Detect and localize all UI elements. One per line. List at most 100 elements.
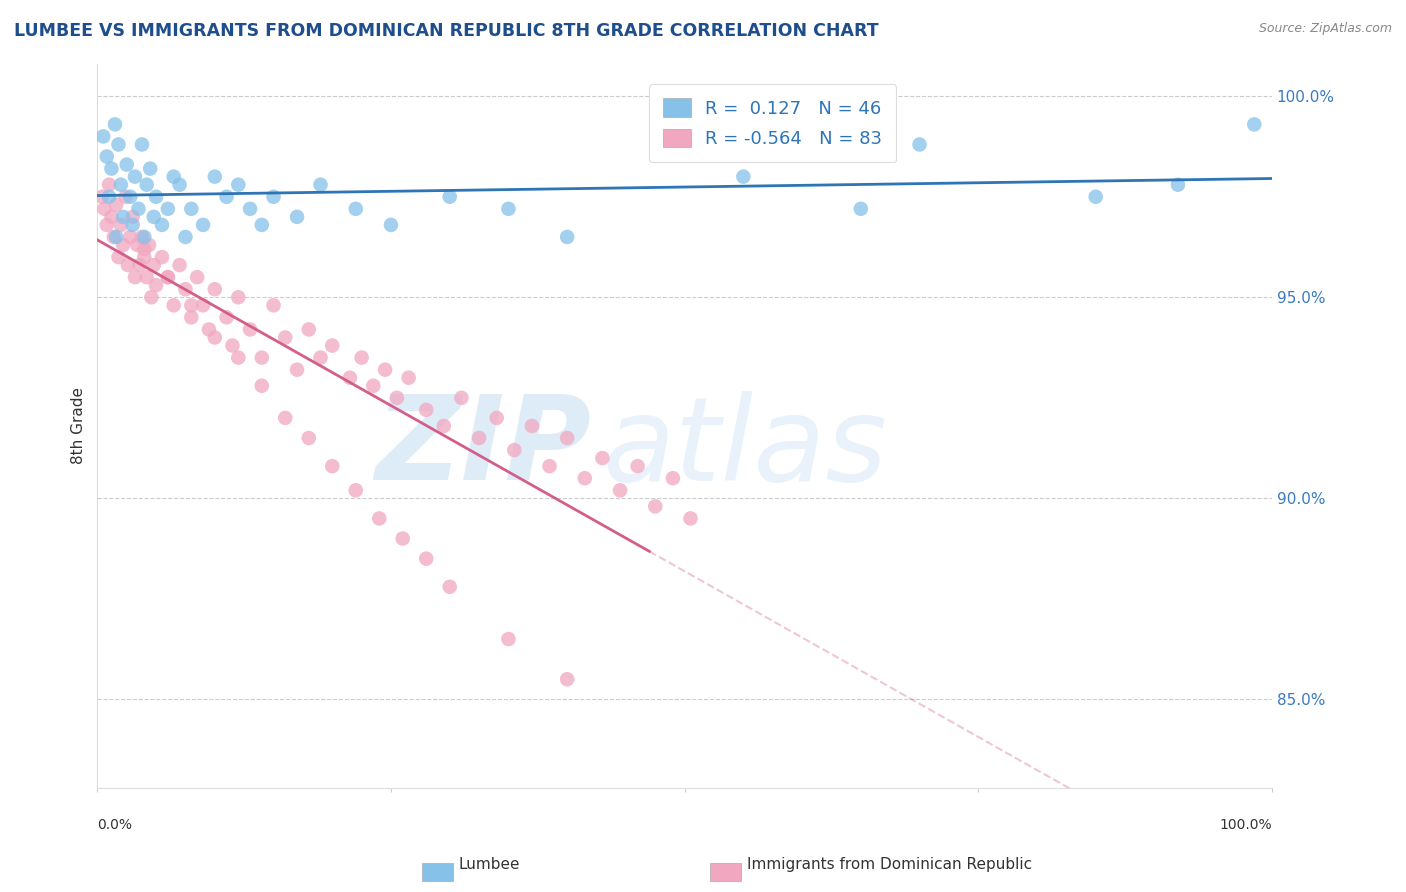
Point	[239, 322, 262, 336]
Point	[309, 178, 332, 192]
Point	[100, 210, 122, 224]
Point	[733, 169, 755, 184]
Point	[150, 250, 173, 264]
Point	[139, 161, 162, 176]
Point	[135, 178, 157, 192]
Point	[339, 370, 361, 384]
Point	[180, 310, 202, 325]
Point	[555, 673, 578, 687]
Point	[498, 202, 520, 216]
Point	[135, 270, 157, 285]
Point	[263, 190, 285, 204]
Point	[204, 282, 226, 296]
Point	[163, 169, 186, 184]
Point	[117, 258, 139, 272]
Point	[96, 149, 118, 163]
Point	[163, 298, 186, 312]
Point	[204, 330, 226, 344]
Point	[350, 351, 373, 365]
Point	[344, 483, 367, 498]
Point	[1084, 190, 1107, 204]
Text: Immigrants from Dominican Republic: Immigrants from Dominican Republic	[747, 857, 1032, 872]
Point	[145, 278, 167, 293]
Point	[128, 258, 150, 272]
Point	[174, 282, 197, 296]
Point	[363, 378, 385, 392]
Point	[98, 190, 121, 204]
Point	[215, 310, 238, 325]
Point	[103, 230, 125, 244]
Point	[574, 471, 596, 485]
Point	[156, 270, 179, 285]
Point	[120, 230, 142, 244]
Point	[298, 431, 321, 445]
Point	[239, 202, 262, 216]
Point	[107, 250, 129, 264]
Point	[1167, 178, 1189, 192]
Point	[121, 210, 143, 224]
Point	[609, 483, 631, 498]
Point	[1243, 117, 1265, 131]
Point	[112, 238, 135, 252]
Point	[538, 459, 561, 474]
Point	[105, 198, 128, 212]
Point	[93, 202, 115, 216]
Point	[138, 238, 160, 252]
Point	[105, 230, 128, 244]
Point	[134, 230, 156, 244]
Point	[468, 431, 491, 445]
Point	[134, 250, 156, 264]
Point	[263, 298, 285, 312]
Point	[450, 391, 472, 405]
Text: Lumbee: Lumbee	[458, 857, 520, 872]
Legend: R =  0.127   N = 46, R = -0.564   N = 83: R = 0.127 N = 46, R = -0.564 N = 83	[650, 84, 897, 162]
Point	[250, 378, 273, 392]
Point	[679, 511, 702, 525]
Point	[849, 202, 872, 216]
Point	[374, 362, 396, 376]
Point	[385, 391, 408, 405]
Point	[908, 137, 931, 152]
Point	[191, 298, 214, 312]
Point	[215, 190, 238, 204]
Text: atlas: atlas	[602, 391, 887, 505]
Point	[156, 270, 179, 285]
Point	[285, 210, 308, 224]
Point	[226, 178, 249, 192]
Point	[250, 351, 273, 365]
Point	[298, 322, 321, 336]
Point	[145, 190, 167, 204]
Point	[520, 419, 543, 434]
Point	[121, 218, 143, 232]
Point	[124, 169, 146, 184]
Point	[180, 298, 202, 312]
Point	[221, 338, 243, 352]
Point	[91, 129, 114, 144]
Point	[107, 137, 129, 152]
Point	[250, 218, 273, 232]
Point	[142, 210, 165, 224]
Text: LUMBEE VS IMMIGRANTS FROM DOMINICAN REPUBLIC 8TH GRADE CORRELATION CHART: LUMBEE VS IMMIGRANTS FROM DOMINICAN REPU…	[14, 22, 879, 40]
Point	[104, 117, 127, 131]
Text: ZIP: ZIP	[374, 390, 591, 505]
Point	[112, 210, 135, 224]
Point	[127, 238, 149, 252]
Point	[134, 242, 156, 256]
Point	[180, 202, 202, 216]
Point	[204, 169, 226, 184]
Point	[627, 459, 650, 474]
Point	[174, 230, 197, 244]
Point	[391, 532, 413, 546]
Point	[131, 230, 153, 244]
Point	[368, 511, 391, 525]
Point	[439, 580, 461, 594]
Point	[285, 362, 308, 376]
Point	[91, 190, 114, 204]
Point	[96, 218, 118, 232]
Point	[110, 178, 132, 192]
Point	[169, 258, 191, 272]
Point	[555, 431, 578, 445]
Point	[198, 322, 221, 336]
Point	[485, 411, 508, 425]
Text: 100.0%: 100.0%	[1219, 818, 1272, 832]
